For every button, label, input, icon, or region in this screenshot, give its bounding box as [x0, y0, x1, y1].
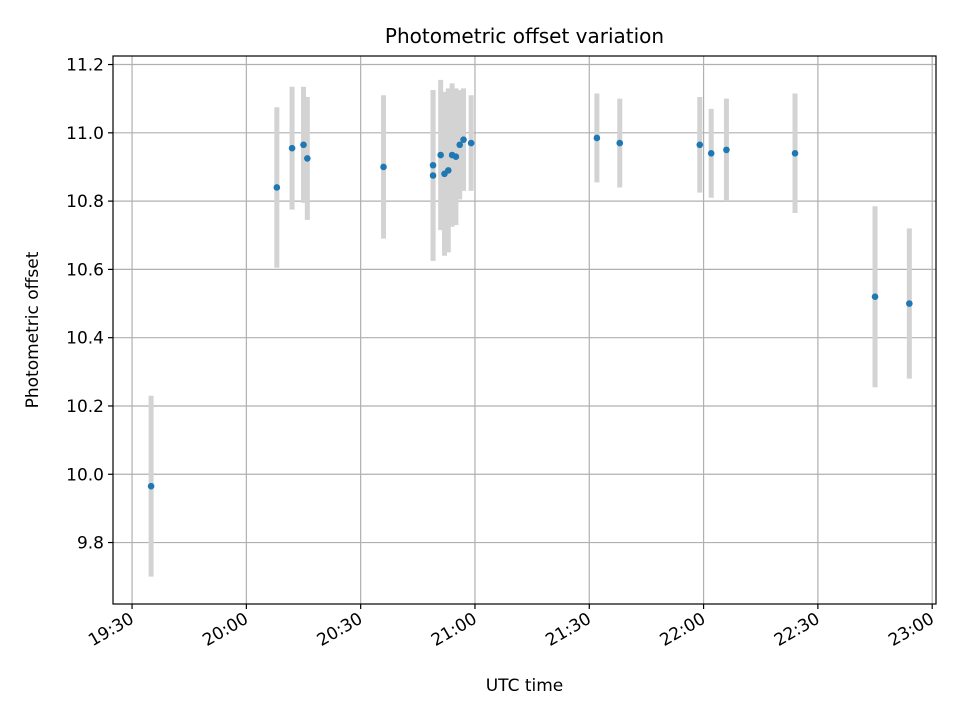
data-point: [593, 134, 601, 142]
y-tick-label: 10.6: [66, 260, 104, 280]
data-point: [871, 293, 879, 301]
data-point: [304, 155, 311, 162]
data-points: [147, 134, 913, 490]
y-tick-label: 11.2: [66, 56, 104, 76]
data-point: [467, 139, 475, 147]
data-point: [380, 163, 387, 171]
data-point: [444, 167, 452, 174]
y-tick-label: 11.0: [66, 124, 104, 144]
data-point: [456, 141, 464, 149]
y-axis: 9.8 10.0 10.2 10.4 10.6 10.8 11.0 11.2: [66, 56, 113, 554]
data-point: [707, 150, 715, 157]
x-axis-label: UTC time: [486, 676, 564, 696]
data-point: [437, 151, 444, 159]
data-point: [147, 482, 155, 490]
y-tick-label: 9.8: [77, 534, 104, 554]
y-tick-label: 10.4: [66, 329, 104, 349]
data-point: [300, 141, 307, 149]
y-axis-label: Photometric offset: [23, 251, 43, 408]
data-point: [429, 172, 437, 179]
data-point: [429, 161, 437, 169]
grid: [113, 56, 936, 604]
data-point: [791, 150, 799, 157]
data-point: [452, 153, 460, 161]
y-tick-label: 10.8: [66, 192, 104, 212]
plot-frame: [112, 55, 937, 605]
data-point: [906, 300, 913, 307]
y-tick-label: 10.2: [66, 397, 104, 417]
y-tick-label: 10.0: [66, 465, 104, 485]
data-point: [616, 139, 624, 147]
data-point: [696, 141, 704, 149]
data-point: [460, 136, 467, 143]
data-point: [723, 146, 730, 154]
data-point: [288, 144, 296, 152]
data-point: [273, 184, 281, 191]
chart-title: Photometric offset variation: [385, 24, 664, 48]
